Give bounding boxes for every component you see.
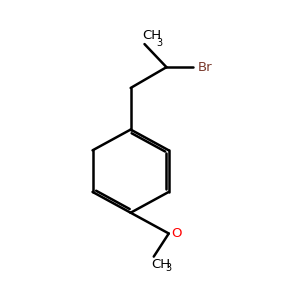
Text: CH: CH: [152, 258, 171, 271]
Text: 3: 3: [166, 263, 172, 273]
Text: CH: CH: [142, 29, 161, 42]
Text: O: O: [171, 227, 181, 240]
Text: Br: Br: [198, 61, 212, 74]
Text: 3: 3: [157, 38, 163, 47]
